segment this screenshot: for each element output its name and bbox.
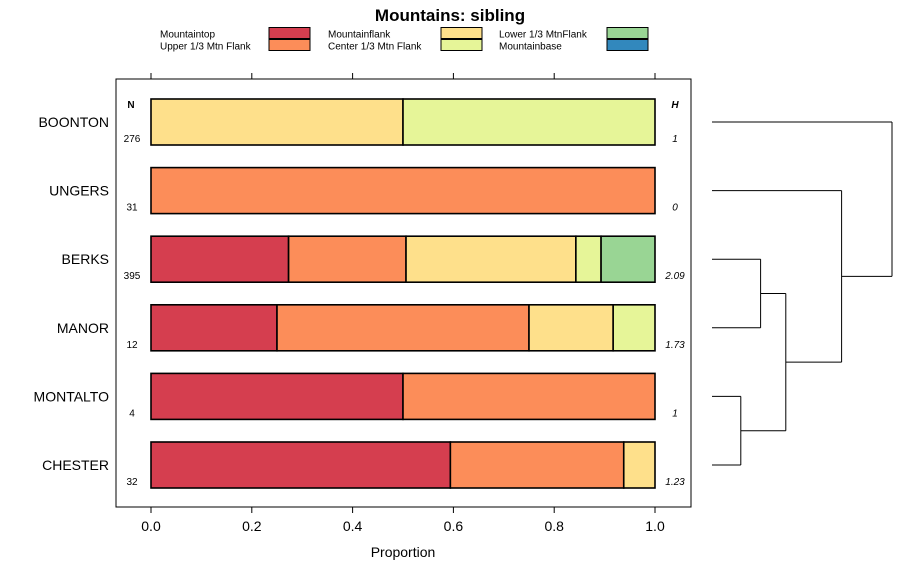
bar-segment (612, 303, 656, 352)
h-value: 2.09 (664, 271, 685, 282)
bar-row: BERKS 395 2.09 (62, 235, 685, 283)
bar-row: BOONTON 276 1 (38, 98, 678, 146)
bar-row: UNGERS 31 0 (49, 166, 678, 215)
row-label: MANOR (57, 320, 109, 336)
legend-label: Center 1/3 Mtn Flank (328, 42, 422, 53)
row-label: CHESTER (42, 457, 109, 473)
legend-swatch (606, 27, 649, 39)
bar-segment (528, 303, 614, 352)
x-axis-label: Proportion (371, 544, 436, 560)
legend-swatch (268, 39, 311, 51)
bar-segment (150, 372, 404, 421)
bar-segment (405, 235, 577, 283)
x-axis: 0.0 0.2 0.4 0.6 0.8 1.0 (141, 73, 665, 534)
bar-segment (150, 235, 290, 283)
legend-swatch (440, 39, 483, 51)
bar-segment (287, 235, 407, 283)
legend-swatch (606, 39, 649, 51)
bar-row: CHESTER 32 1.23 (42, 441, 685, 489)
legend-label: Mountaintop (160, 30, 215, 41)
x-tick-label: 1.0 (645, 518, 665, 534)
x-tick-label: 0.8 (544, 518, 564, 534)
n-value: 276 (124, 134, 141, 145)
bar-segment (575, 235, 602, 283)
h-value: 1 (672, 134, 678, 145)
chart-title: Mountains: sibling (375, 6, 525, 25)
bar-segment (402, 98, 656, 146)
h-value: 1.23 (665, 477, 685, 488)
n-column-header: N (127, 100, 134, 111)
legend-label: Lower 1/3 MtnFlank (499, 30, 588, 41)
h-value: 1.73 (665, 340, 685, 351)
dendrogram (712, 121, 893, 466)
row-label: MONTALTO (34, 388, 110, 404)
x-tick-label: 0.2 (242, 518, 262, 534)
bar-segment (150, 166, 656, 215)
row-label: BOONTON (38, 114, 109, 130)
legend-swatch (268, 27, 311, 39)
n-value: 31 (126, 203, 138, 214)
bar-segment (600, 235, 656, 283)
row-label: BERKS (62, 251, 109, 267)
n-value: 395 (124, 271, 141, 282)
x-tick-label: 0.6 (444, 518, 464, 534)
bar-segment (449, 441, 625, 489)
bar-segment (150, 98, 404, 146)
x-tick-label: 0.0 (141, 518, 161, 534)
legend-label: Mountainflank (328, 30, 391, 41)
x-tick-label: 0.4 (343, 518, 363, 534)
h-value: 1 (672, 408, 678, 419)
bar-row: MANOR 12 1.73 (57, 303, 685, 352)
bar-segment (150, 303, 278, 352)
legend-label: Mountainbase (499, 42, 562, 53)
bar-row: MONTALTO 4 1 (34, 372, 678, 421)
bars-group: BOONTON 276 1 UNGERS 31 0 BERKS 395 2.09 MANOR 12 1… (34, 98, 685, 489)
n-value: 4 (129, 408, 135, 419)
bar-segment (622, 441, 656, 489)
bar-segment (150, 441, 452, 489)
n-value: 12 (126, 340, 138, 351)
legend-label: Upper 1/3 Mtn Flank (160, 42, 252, 53)
h-column-header: H (671, 100, 679, 111)
bar-segment (402, 372, 656, 421)
row-label: UNGERS (49, 183, 109, 199)
legend-swatch (440, 27, 483, 39)
bar-segment (276, 303, 530, 352)
n-value: 32 (126, 477, 138, 488)
h-value: 0 (672, 203, 678, 214)
plot-panel (115, 78, 692, 508)
